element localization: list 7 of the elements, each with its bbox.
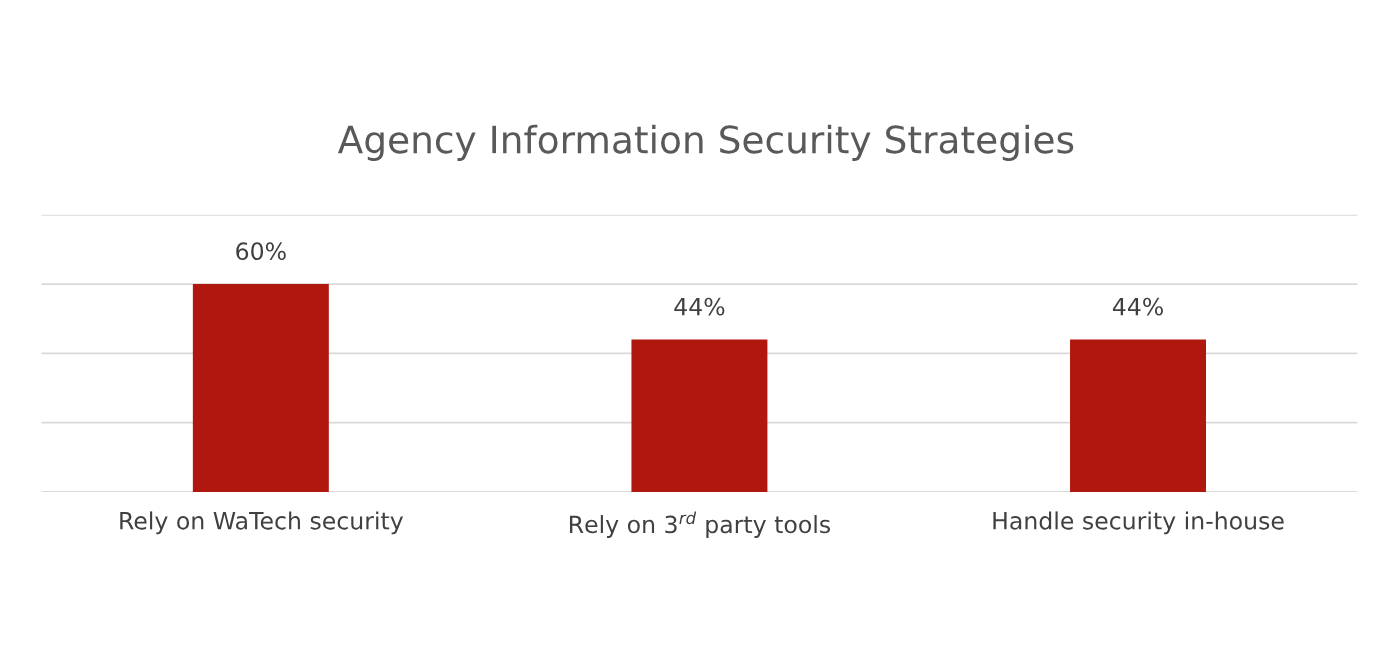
data-label: 60%: [236, 242, 286, 261]
x-tick-label: Rely on WaTech security: [120, 511, 404, 535]
data-label: 44%: [1112, 297, 1163, 316]
data-label: 44%: [674, 297, 725, 316]
chart-title: Agency Information Security Strategies: [337, 124, 1074, 161]
x-tick-label: Handle security in-house: [993, 511, 1284, 535]
x-tick-label: Rely on 3$^{rd}$ party tools: [569, 511, 830, 538]
